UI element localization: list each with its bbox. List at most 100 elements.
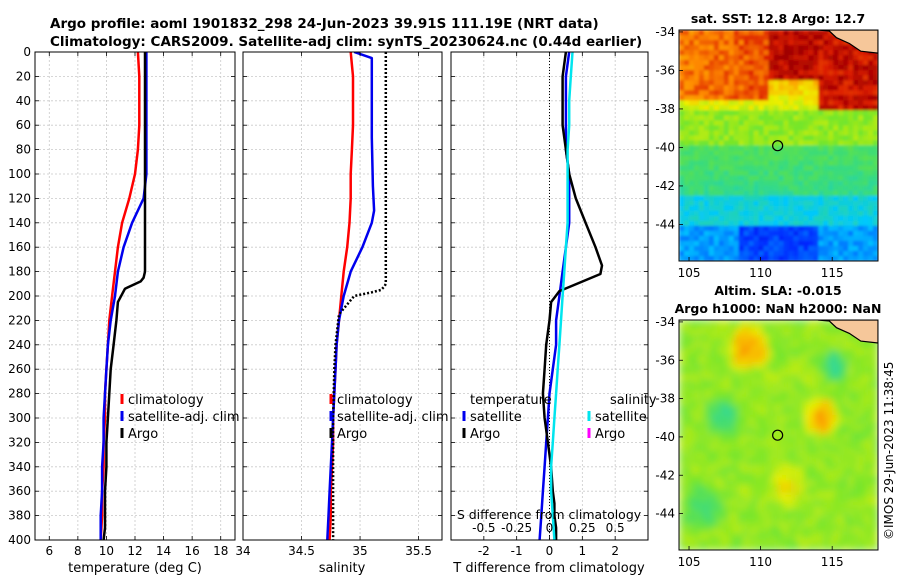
map-cell [713,370,720,376]
map-cell [823,170,829,177]
map-cell [748,350,755,356]
map-cell [858,165,864,172]
map-cell [728,225,735,232]
map-cell [758,225,765,232]
map-cell [783,450,790,456]
map-cell [778,490,785,496]
map-cell [778,385,785,391]
map-cell [848,465,854,471]
map-cell [758,405,765,411]
map-cell [868,225,874,232]
map-cell [698,410,705,416]
map-cell [868,170,874,177]
map-cell [873,500,878,506]
map-cell [728,145,735,152]
map-cell [738,475,745,481]
map-cell [753,180,760,187]
map-cell [863,435,869,441]
map-cell [688,530,695,536]
y-tick-label: 160 [8,240,31,254]
map-cell [863,155,869,162]
map-cell [858,525,864,531]
map-cell [788,350,795,356]
map-cell [828,35,834,41]
map-cell [833,130,839,137]
map-cell [813,340,819,346]
map-cell [833,100,839,106]
map-cell [683,520,690,526]
map-cell [813,85,819,91]
map-cell [853,490,859,496]
map-cell [823,240,829,247]
map-cell [798,170,804,177]
map-cell [703,430,710,436]
map-cell [823,335,829,341]
map-cell [838,70,844,76]
map-cell [833,160,839,167]
map-cell [848,190,854,197]
map-cell [783,470,790,476]
map-cell [758,80,765,86]
map-cell [748,140,755,147]
map-cell [833,485,839,491]
map-cell [679,85,685,91]
map-cell [803,545,809,550]
map-cell [858,535,864,541]
map-cell [768,355,775,361]
map-cell [693,90,700,96]
map-cell [803,75,809,81]
map-cell [788,440,795,446]
map-cell [798,165,804,172]
map-cell [798,245,804,252]
map-cell [848,50,854,56]
map-cell [683,515,690,521]
map-cell [818,195,824,202]
map-cell [679,410,685,416]
map-cell [793,370,799,376]
map-cell [783,70,790,76]
map-cell [868,440,874,446]
map-cell [773,535,780,541]
map-cell [728,325,735,331]
map-cell [728,210,735,217]
map-cell [833,250,839,257]
map-cell [773,30,780,36]
map-cell [748,135,755,142]
map-cell [808,225,814,232]
map-cell [748,50,755,56]
map-cell [778,140,785,147]
map-cell [833,180,839,187]
map-cell [823,210,829,217]
map-cell [828,80,834,86]
map-cell [718,395,725,401]
map-cell [863,95,869,101]
map-cell [788,45,795,51]
map-cell [858,180,864,187]
map-cell [848,200,854,207]
map-cell [803,205,809,212]
map-cell [743,500,750,506]
map-cell [688,80,695,86]
map-cell [813,40,819,46]
map-cell [838,380,844,386]
map-cell [828,150,834,157]
map-cell [688,135,695,142]
map-cell [783,135,790,142]
map-cell [843,45,849,51]
map-cell [828,545,834,550]
map-cell [773,325,780,331]
map-cell [753,70,760,76]
map-cell [838,210,844,217]
map-cell [713,505,720,511]
map-cell [703,455,710,461]
map-cell [748,510,755,516]
map-cell [708,235,715,242]
map-cell [693,165,700,172]
series-temperature-satellite [538,52,571,540]
map-cell [753,55,760,61]
map-cell [833,345,839,351]
map-cell [698,165,705,172]
map-cell [753,135,760,142]
map-cell [683,385,690,391]
map-cell [838,240,844,247]
